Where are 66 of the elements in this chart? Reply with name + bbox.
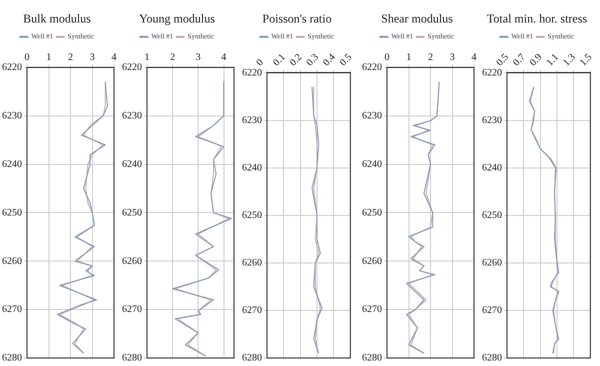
y-tick-label: 6280 [122,352,142,364]
x-tick-label: 4 [221,52,226,64]
x-tick-label: 0.7 [511,52,528,68]
chart-title: Young modulus [139,11,216,26]
x-tick-label: 0.4 [321,52,338,68]
chart-title: Shear modulus [381,11,454,26]
y-tick-label: 6250 [242,210,262,221]
y-tick-label: 6250 [2,207,22,218]
y-tick-label: 6240 [242,162,262,174]
y-tick-label: 6240 [362,158,382,170]
chart-title: Bulk modulus [23,11,92,26]
x-tick-label: 1 [406,52,412,64]
chart-title: Poisson's ratio [262,11,332,26]
x-tick-label: 2 [428,52,433,64]
y-tick-label: 6240 [2,158,22,170]
y-tick-label: 6270 [482,305,502,316]
y-tick-label: 6270 [242,305,262,316]
x-tick-label: 4 [112,52,116,64]
x-tick-label: 2 [170,52,176,64]
y-tick-label: 6270 [122,304,142,316]
y-tick-label: 6270 [362,304,382,316]
x-tick-label: 0.3 [304,52,322,68]
y-tick-label: 6270 [2,304,22,316]
y-tick-label: 6220 [482,67,502,78]
y-tick-label: 6230 [482,114,502,126]
x-tick-label: 1.1 [544,52,562,68]
x-tick-label: 1 [46,52,52,64]
x-tick-label: 3 [90,52,95,64]
y-tick-label: 6230 [362,110,382,122]
x-tick-label: 0.9 [528,52,544,68]
y-tick-label: 6280 [242,352,262,364]
x-tick-label: 0.5 [494,52,512,68]
y-tick-label: 6280 [482,352,502,364]
x-tick-label: 0 [384,52,390,64]
x-tick-label: 1.3 [561,52,578,68]
y-tick-label: 6230 [2,110,22,122]
x-tick-label: 1 [144,52,150,64]
y-tick-label: 6230 [122,110,142,122]
y-tick-label: 6250 [122,207,142,218]
x-tick-label: 0.5 [338,52,354,68]
y-tick-label: 6220 [242,67,262,78]
x-tick-label: 0.1 [271,52,288,68]
y-tick-label: 6220 [2,62,22,74]
y-tick-label: 6260 [122,256,142,267]
x-tick-label: 3 [450,52,455,64]
x-tick-label: 1.5 [578,52,594,68]
y-tick-label: 6260 [2,256,22,267]
y-tick-label: 6260 [362,256,382,267]
y-tick-label: 6280 [362,352,382,364]
y-tick-label: 6250 [482,210,502,221]
y-tick-label: 6240 [482,162,502,174]
x-tick-label: 0.2 [288,52,304,68]
y-tick-label: 6220 [362,62,382,74]
x-tick-label: 0 [254,57,266,68]
y-tick-label: 6250 [362,207,382,218]
x-tick-label: 0 [24,52,30,64]
x-tick-label: 2 [68,52,73,64]
x-tick-label: 4 [472,52,476,64]
x-tick-label: 3 [196,52,201,64]
y-tick-label: 6260 [482,258,502,269]
chart-title: Total min. hor. stress [486,11,588,26]
y-tick-label: 6240 [122,158,142,170]
y-tick-label: 6260 [242,258,262,269]
y-tick-label: 6230 [242,114,262,126]
y-tick-label: 6220 [122,62,142,74]
y-tick-label: 6280 [2,352,22,364]
